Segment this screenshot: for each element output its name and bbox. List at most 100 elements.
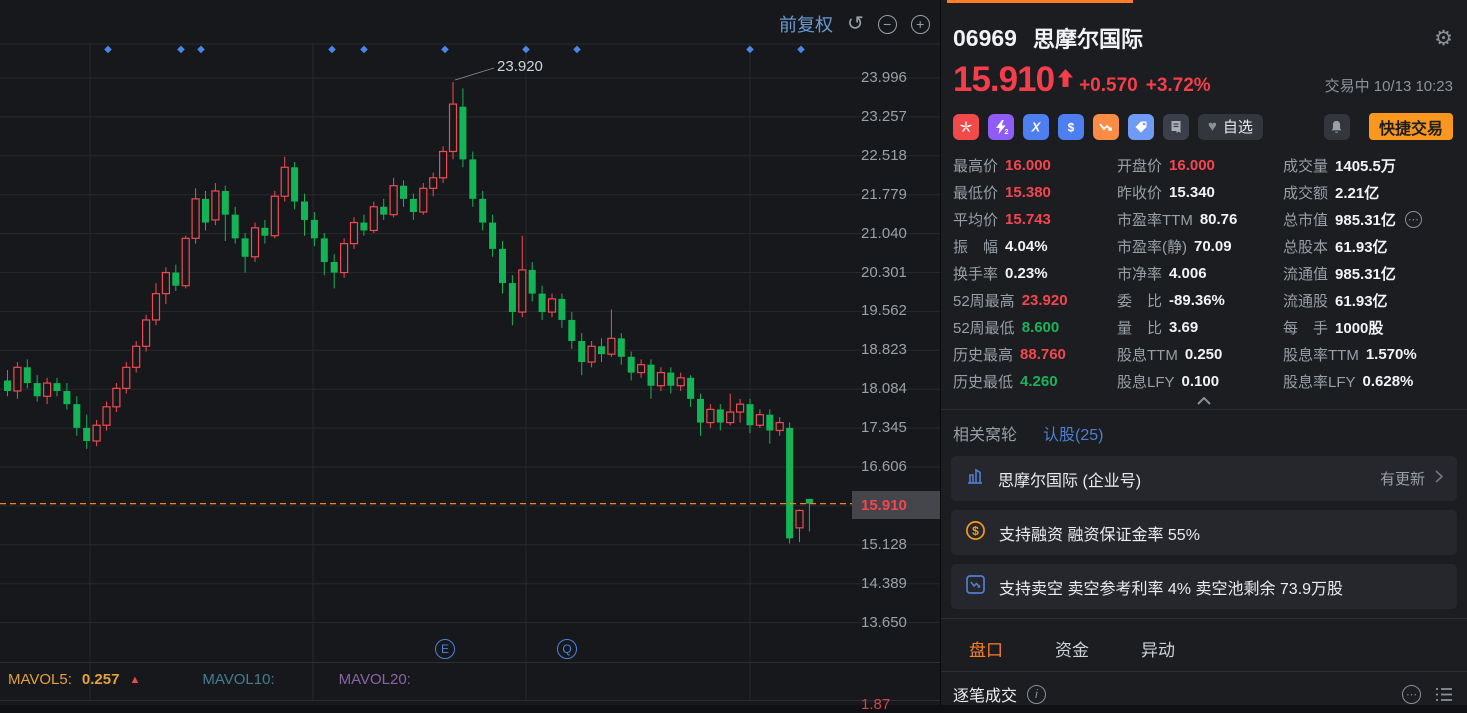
stat-label: 股息LFY (1117, 374, 1175, 391)
price-axis-tick: 18.823 (861, 341, 907, 359)
stat-label: 流通值 (1283, 266, 1329, 283)
market-status-timestamp: 交易中 10/13 10:23 (1324, 78, 1453, 95)
feature-icons: 2 X $ (953, 113, 1189, 140)
more-detail-icon[interactable]: ⋯ (1404, 211, 1422, 228)
stat-row: 股息率TTM 1.570% (1283, 341, 1467, 368)
pane-divider (0, 662, 940, 663)
earnings-event-marker[interactable]: E (435, 639, 455, 659)
mavol5-up-triangle-icon: ▲ (129, 673, 141, 686)
stat-row: 平均价 15.743 (953, 206, 1117, 233)
price-axis-tick: 21.779 (861, 185, 907, 203)
stat-value: 70.09 (1194, 238, 1232, 255)
panel-tab-异动[interactable]: 异动 (1141, 641, 1175, 660)
stat-label: 市净率 (1117, 266, 1163, 283)
stat-row: 每 手 1000股 (1283, 314, 1467, 341)
stat-value: 16.000 (1169, 157, 1215, 174)
stat-value: 80.76 (1199, 211, 1238, 228)
info-card[interactable]: $ 支持融资 融资保证金率 55% (951, 510, 1457, 555)
svg-text:◆: ◆ (360, 44, 368, 55)
mavol20-label: MAVOL20: (338, 671, 411, 688)
more-options-icon[interactable]: ⋯ (1402, 684, 1421, 704)
stat-row: 委 比 -89.36% (1117, 287, 1283, 314)
info-card[interactable]: 思摩尔国际 (企业号) 有更新 (951, 456, 1457, 501)
stats-column-2: 开盘价 16.000 昨收价 15.340 市盈率TTM 80.76 市盈率(静) 70.09… (1117, 152, 1283, 395)
mavol5-value: 0.257 (81, 671, 120, 688)
announcement-event-marker[interactable]: Q (557, 639, 577, 659)
last-price: 15.910 (953, 60, 1055, 99)
stat-row: 股息率LFY 0.628% (1283, 368, 1467, 395)
stat-row: 52周最高 23.920 (953, 287, 1117, 314)
alert-bell-button[interactable] (1323, 113, 1350, 140)
panel-tab-资金[interactable]: 资金 (1055, 641, 1089, 660)
stat-value: 4.04% (1005, 238, 1048, 255)
stat-row: 历史最高 88.760 (953, 341, 1117, 368)
add-watchlist-button[interactable]: ♥ 自选 (1198, 113, 1263, 140)
stat-value: 0.628% (1362, 373, 1414, 390)
stat-row: 总股本 61.93亿 (1283, 233, 1467, 260)
stat-label: 52周最低 (953, 320, 1015, 337)
quick-trade-button[interactable]: 快捷交易 (1368, 113, 1453, 140)
adjust-mode-button[interactable]: 前复权 (779, 15, 833, 35)
stat-label: 振 幅 (953, 239, 999, 256)
svg-text:X: X (1031, 119, 1042, 134)
info-card[interactable]: 支持卖空 卖空参考利率 4% 卖空池剩余 73.9万股 (951, 564, 1457, 609)
candlestick-chart-pane[interactable]: ◆ ◆ ◆ ◆ ◆ ◆ ◆ ◆ ◆ ◆ 前复权 ↺ − + 23.920 23.996 23.257… (0, 0, 940, 713)
svg-text:◆: ◆ (797, 44, 805, 55)
stat-row: 市盈率(静) 70.09 (1117, 233, 1283, 260)
mavol-indicator-row: MAVOL5: 0.257 ▲ MAVOL10: MAVOL20: (8, 671, 411, 688)
price-row: 15.910 +0.570 +3.72% 交易中 10/13 10:23 (941, 54, 1467, 100)
list-view-icon[interactable] (1435, 687, 1453, 702)
stat-label: 开盘价 (1117, 158, 1163, 175)
building-icon (965, 466, 985, 491)
hk-market-icon[interactable] (953, 113, 979, 140)
swap-x-icon[interactable]: X (1023, 113, 1049, 140)
stat-value: 8.600 (1021, 319, 1060, 336)
stat-row: 最高价 16.000 (953, 152, 1117, 179)
stat-label: 流通股 (1283, 293, 1329, 310)
price-axis-tick: 13.650 (861, 613, 907, 631)
stat-row: 市盈率TTM 80.76 (1117, 206, 1283, 233)
watchlist-label: 自选 (1222, 119, 1253, 136)
mavol5-label: MAVOL5: (8, 671, 72, 688)
divider (941, 671, 1467, 672)
stat-label: 每 手 (1283, 320, 1329, 337)
stat-row: 最低价 15.380 (953, 179, 1117, 206)
stat-value: 4.260 (1020, 373, 1058, 390)
price-axis-tick: 14.389 (861, 574, 907, 592)
price-up-arrow-icon (1058, 68, 1074, 92)
dollar-icon[interactable]: $ (1058, 113, 1084, 140)
gear-icon[interactable]: ⚙ (1434, 26, 1453, 50)
zoom-out-icon[interactable]: − (877, 14, 897, 34)
candlestick-chart[interactable]: ◆ ◆ ◆ ◆ ◆ ◆ ◆ ◆ ◆ ◆ (0, 0, 940, 705)
stat-label: 最低价 (953, 185, 999, 202)
collapse-stats-button[interactable] (941, 395, 1467, 409)
pane-divider (0, 700, 940, 701)
svg-text:$: $ (1068, 120, 1075, 134)
level2-icon[interactable]: 2 (988, 113, 1014, 140)
undo-icon[interactable]: ↺ (847, 13, 864, 35)
stat-label: 市盈率TTM (1117, 212, 1193, 229)
info-icon[interactable]: i (1027, 684, 1047, 704)
svg-text:$: $ (972, 524, 979, 538)
stat-label: 股息率LFY (1283, 374, 1356, 391)
stat-label: 成交额 (1283, 185, 1329, 202)
stat-label: 最高价 (953, 158, 999, 175)
panel-tab-盘口[interactable]: 盘口 (969, 641, 1003, 660)
trend-wave-icon[interactable] (1093, 113, 1119, 140)
warrants-call-link[interactable]: 认股(25) (1043, 427, 1104, 444)
bell-icon (1332, 120, 1342, 133)
tag-icon[interactable] (1128, 113, 1154, 140)
related-warrants-row: 相关窝轮 认股(25) (941, 410, 1467, 456)
chart-toolbar: 前复权 ↺ − + (779, 11, 930, 37)
active-tab-indicator (947, 0, 1133, 3)
stat-value: 61.93亿 (1335, 293, 1388, 310)
memo-icon[interactable] (1163, 113, 1189, 140)
stat-row: 总市值 985.31亿 ⋯ (1283, 206, 1467, 233)
stat-row: 振 幅 4.04% (953, 233, 1117, 260)
stat-value: 1405.5万 (1335, 158, 1396, 175)
stat-value: 0.250 (1184, 346, 1223, 363)
svg-text:◆: ◆ (197, 44, 205, 55)
svg-text:◆: ◆ (441, 44, 449, 55)
zoom-in-icon[interactable]: + (910, 14, 930, 34)
margin-dollar-icon: $ (965, 520, 986, 546)
